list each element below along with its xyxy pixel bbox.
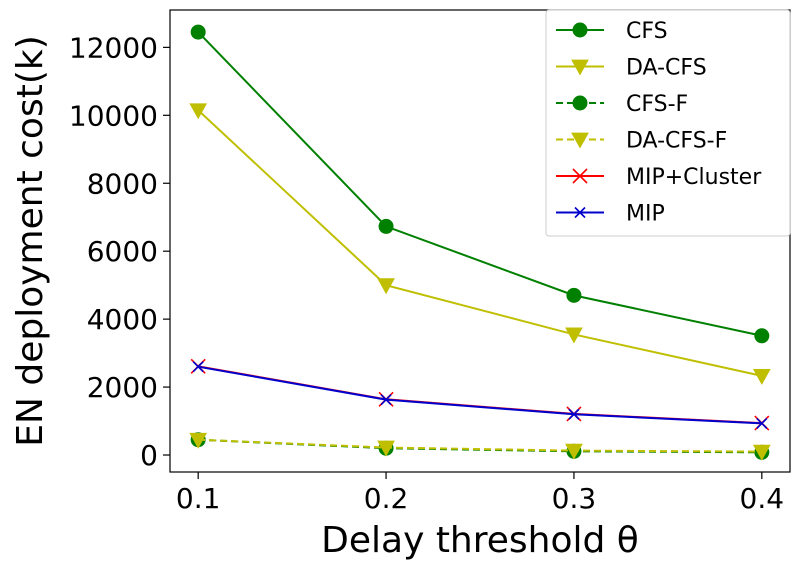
y-axis-label: EN deployment cost(k) bbox=[10, 35, 51, 447]
data-point-mip bbox=[192, 361, 204, 373]
legend-marker bbox=[571, 132, 589, 149]
x-tick-label: 0.2 bbox=[364, 482, 409, 515]
series-layer bbox=[189, 24, 771, 461]
data-point-mip bbox=[568, 408, 580, 420]
series-da-cfs-f bbox=[189, 432, 771, 461]
data-point-da-cfs bbox=[377, 278, 395, 295]
data-point-cfs bbox=[378, 218, 394, 234]
data-point-da-cfs bbox=[189, 103, 208, 120]
data-point-cfs bbox=[754, 328, 770, 344]
x-tick-label: 0.3 bbox=[552, 482, 597, 515]
legend-entry-cfs-f: CFS-F bbox=[556, 92, 688, 117]
y-tick-label: 6000 bbox=[87, 235, 158, 268]
legend-marker bbox=[574, 206, 586, 219]
x-axis-label: Delay threshold θ bbox=[321, 520, 639, 561]
legend-label: MIP+Cluster bbox=[626, 165, 762, 190]
data-point-mip-stroke bbox=[568, 408, 580, 420]
data-point-mip-stroke bbox=[380, 394, 392, 406]
data-point-da-cfs-f bbox=[752, 444, 771, 461]
y-axis-ticks: 0 2000 4000 6000 8000 10000 12000 bbox=[69, 31, 170, 472]
legend-entry-cfs: CFS bbox=[556, 19, 668, 44]
legend-label: DA-CFS bbox=[626, 56, 707, 81]
data-point-mip-stroke bbox=[192, 361, 204, 373]
legend-label: CFS-F bbox=[626, 92, 688, 117]
legend-marker-stroke bbox=[572, 168, 588, 184]
legend-entry-mip: MIP bbox=[556, 202, 665, 227]
data-point-mip bbox=[380, 394, 392, 406]
y-tick-label: 10000 bbox=[69, 99, 158, 132]
legend-marker-stroke bbox=[574, 206, 586, 219]
series-line-mip bbox=[198, 365, 762, 425]
series-cfs bbox=[190, 24, 770, 344]
legend-marker bbox=[572, 95, 588, 111]
series-line-da-cfs-f bbox=[198, 438, 762, 453]
data-point-da-cfs-f bbox=[189, 432, 208, 449]
data-point-da-cfs bbox=[752, 368, 771, 385]
legend-box bbox=[545, 9, 791, 237]
legend-label: MIP bbox=[626, 202, 665, 227]
legend-entry-da-cfs: DA-CFS bbox=[556, 56, 707, 81]
legend: CFS DA-CFS CFS-F DA-CFS-F MIP+Cluster MIP bbox=[545, 9, 791, 237]
data-point-cfs bbox=[566, 287, 582, 303]
data-point-da-cfs-f bbox=[377, 440, 395, 457]
series-line-cfs bbox=[197, 31, 763, 337]
x-axis-ticks: 0.1 0.2 0.3 0.4 bbox=[176, 472, 784, 515]
data-point-da-cfs-f bbox=[565, 443, 583, 460]
legend-marker bbox=[571, 59, 589, 76]
legend-entry-da-cfs-f: DA-CFS-F bbox=[556, 129, 727, 154]
legend-label: DA-CFS-F bbox=[626, 129, 727, 154]
y-tick-label: 0 bbox=[140, 439, 158, 472]
y-tick-label: 8000 bbox=[87, 167, 158, 200]
y-tick-label: 12000 bbox=[69, 31, 158, 64]
series-mip bbox=[192, 361, 768, 429]
legend-marker bbox=[572, 22, 588, 38]
x-tick-label: 0.1 bbox=[176, 482, 221, 515]
legend-marker bbox=[572, 168, 588, 184]
series-line-da-cfs bbox=[197, 109, 763, 377]
legend-label: CFS bbox=[626, 19, 668, 44]
data-point-da-cfs bbox=[565, 327, 583, 344]
y-tick-label: 2000 bbox=[87, 371, 158, 404]
data-point-mip-stroke bbox=[756, 417, 768, 429]
x-tick-label: 0.4 bbox=[740, 482, 785, 515]
plot-frame bbox=[169, 9, 791, 473]
series-da-cfs bbox=[189, 103, 771, 385]
y-tick-label: 4000 bbox=[87, 303, 158, 336]
legend-entry-mip-cluster: MIP+Cluster bbox=[556, 165, 762, 190]
data-point-mip bbox=[756, 417, 768, 429]
data-point-cfs bbox=[190, 24, 206, 40]
